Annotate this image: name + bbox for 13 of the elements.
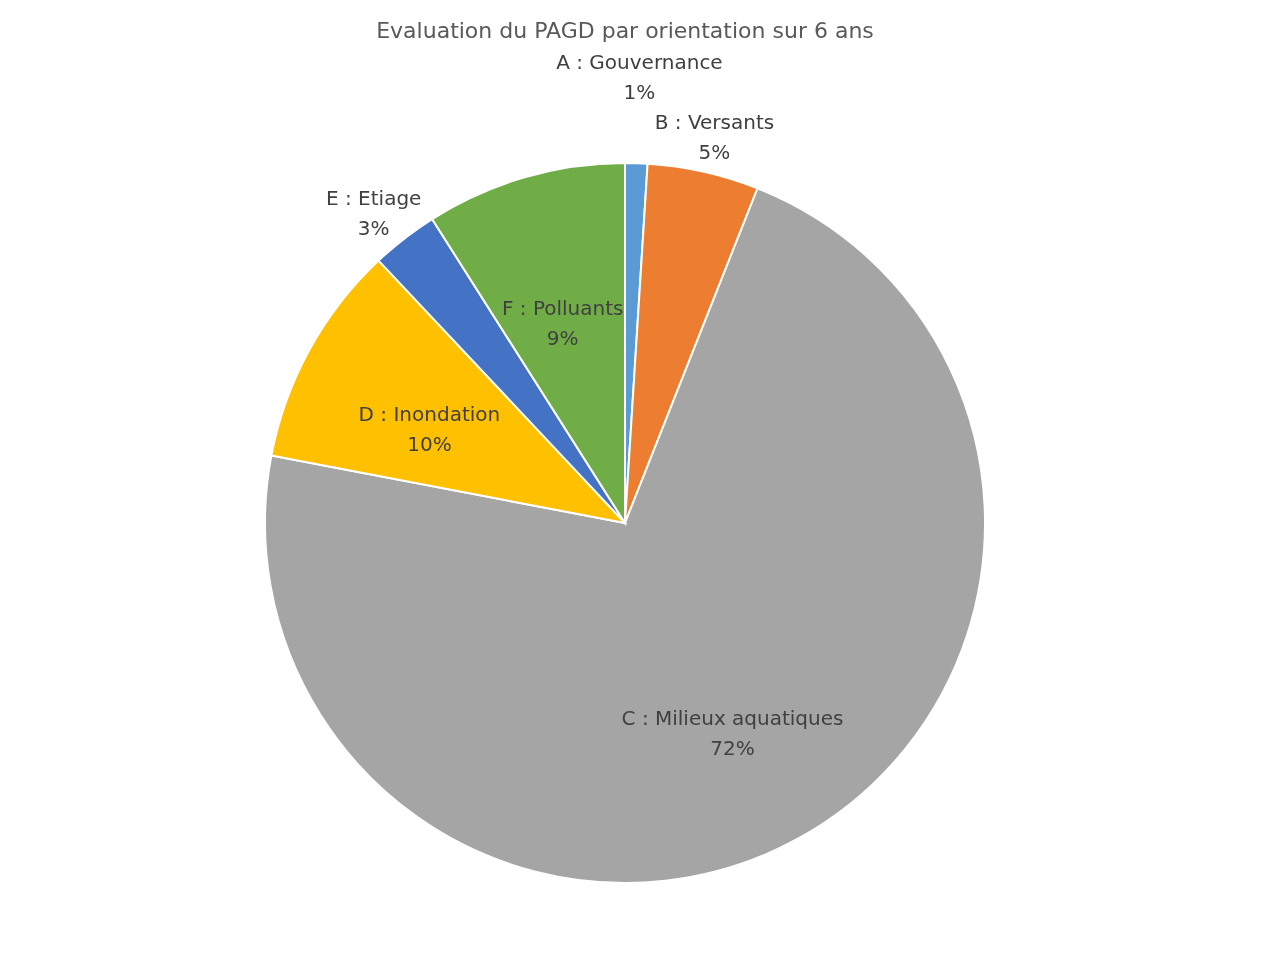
- data-label: 3%: [357, 216, 390, 241]
- slice-label: A : Gouvernance: [556, 50, 723, 75]
- slice-label: B : Versants: [654, 109, 775, 134]
- data-label: 5%: [698, 139, 731, 164]
- slice-label: F : Polluants: [501, 295, 624, 320]
- chart-title: Evaluation du PAGD par orientation sur 6 ans: [376, 18, 874, 44]
- slice-label: C : Milieux aquatiques: [621, 705, 844, 730]
- slice-label: E : Etiage: [326, 186, 422, 211]
- data-label: 9%: [546, 325, 579, 350]
- data-label: 10%: [407, 432, 452, 457]
- data-label: 72%: [710, 735, 755, 760]
- data-label: 1%: [623, 80, 656, 105]
- slice-label: D : Inondation: [358, 402, 501, 427]
